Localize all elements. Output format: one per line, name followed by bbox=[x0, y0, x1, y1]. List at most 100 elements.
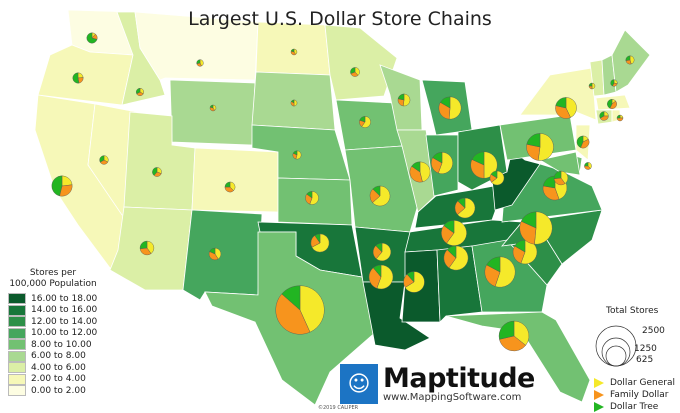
pie-nh[interactable] bbox=[610, 79, 618, 87]
pie-slice-dollar-tree bbox=[576, 135, 584, 148]
legend-row: 0.00 to 2.00 bbox=[8, 385, 98, 397]
pie-ar[interactable] bbox=[372, 242, 392, 261]
pie-slice-dollar-tree bbox=[224, 181, 231, 188]
pie-slice-dollar-general bbox=[591, 82, 596, 90]
pie-wv[interactable] bbox=[489, 170, 505, 186]
chain-marker-icon bbox=[594, 378, 604, 388]
pie-in[interactable] bbox=[431, 152, 453, 174]
pie-ne[interactable] bbox=[292, 150, 302, 160]
logo-head-icon: ☺ bbox=[340, 364, 378, 404]
state-or[interactable] bbox=[37, 44, 134, 106]
pie-nj[interactable] bbox=[576, 135, 590, 149]
pie-slice-dollar-tree bbox=[72, 72, 80, 84]
pie-ma[interactable] bbox=[607, 99, 617, 109]
pie-nd[interactable] bbox=[290, 48, 298, 56]
pie-il[interactable] bbox=[409, 161, 431, 183]
state-nm[interactable] bbox=[182, 209, 263, 301]
state-wy[interactable] bbox=[169, 79, 256, 146]
legend-swatch bbox=[8, 362, 26, 374]
pie-slice-dollar-general bbox=[448, 245, 469, 271]
pie-slice-dollar-general bbox=[361, 116, 371, 128]
maptitude-logo[interactable]: ☺ Maptitude www.MappingSoftware.com bbox=[340, 364, 535, 404]
pie-pa[interactable] bbox=[526, 133, 554, 161]
pie-de[interactable] bbox=[584, 162, 592, 170]
pie-slice-dollar-general bbox=[537, 133, 554, 161]
pie-slice-family-dollar bbox=[409, 165, 423, 183]
pie-wi[interactable] bbox=[397, 93, 411, 107]
state-wv[interactable] bbox=[491, 149, 541, 211]
pie-ut[interactable] bbox=[152, 167, 162, 177]
legend-label: 8.00 to 10.00 bbox=[31, 339, 92, 350]
pie-ky[interactable] bbox=[454, 197, 476, 219]
state-co[interactable] bbox=[191, 147, 279, 213]
pie-tn[interactable] bbox=[441, 220, 467, 246]
pie-mo[interactable] bbox=[369, 185, 391, 207]
pie-ms[interactable] bbox=[403, 271, 425, 293]
pie-wa[interactable] bbox=[86, 32, 98, 44]
pie-tx[interactable] bbox=[275, 285, 325, 335]
pie-md[interactable] bbox=[553, 170, 569, 186]
pie-sd[interactable] bbox=[290, 99, 298, 107]
pie-slice-dollar-tree bbox=[607, 99, 613, 109]
pie-slice-dollar-general bbox=[376, 264, 394, 290]
pie-slice-dollar-tree bbox=[584, 162, 589, 167]
legend-label: 12.00 to 14.00 bbox=[31, 316, 98, 327]
pie-me[interactable] bbox=[625, 55, 635, 65]
logo-url[interactable]: www.MappingSoftware.com bbox=[383, 391, 522, 403]
pie-slice-dollar-tree bbox=[526, 133, 541, 148]
pie-slice-dollar-general bbox=[309, 191, 319, 205]
pie-ny[interactable] bbox=[555, 97, 577, 119]
pie-ok[interactable] bbox=[310, 233, 330, 253]
legend-row: 2.00 to 4.00 bbox=[8, 373, 98, 386]
pie-or[interactable] bbox=[72, 72, 84, 84]
pie-mn[interactable] bbox=[350, 67, 360, 77]
pie-vt[interactable] bbox=[588, 82, 596, 90]
pie-mi[interactable] bbox=[438, 96, 462, 120]
state-md[interactable] bbox=[538, 151, 581, 176]
pie-la[interactable] bbox=[368, 264, 394, 290]
pie-slice-dollar-tree bbox=[314, 233, 321, 244]
pie-slice-family-dollar bbox=[470, 159, 485, 179]
legend-row: 12.00 to 14.00 bbox=[8, 316, 98, 328]
pie-ks[interactable] bbox=[305, 191, 319, 205]
state-fl[interactable] bbox=[445, 311, 591, 403]
pie-nv[interactable] bbox=[99, 155, 109, 165]
state-mn[interactable] bbox=[324, 24, 398, 101]
pie-slice-dollar-tree bbox=[152, 167, 158, 176]
size-label-625: 625 bbox=[636, 355, 653, 365]
pie-ga[interactable] bbox=[484, 256, 516, 288]
pie-fl[interactable] bbox=[498, 320, 530, 352]
pie-ca[interactable] bbox=[51, 175, 73, 197]
pie-slice-dollar-tree bbox=[610, 79, 615, 87]
legend-row: 10.00 to 12.00 bbox=[8, 327, 98, 340]
pie-slice-dollar-tree bbox=[588, 82, 593, 87]
pie-ri[interactable] bbox=[616, 114, 624, 122]
pie-slice-dollar-tree bbox=[406, 271, 415, 283]
pie-co[interactable] bbox=[224, 181, 236, 193]
pie-slice-dollar-general bbox=[446, 220, 467, 246]
pie-slice-dollar-tree bbox=[209, 104, 214, 109]
legend-title-line1: Stores per bbox=[29, 268, 77, 278]
pie-id[interactable] bbox=[136, 88, 144, 96]
pie-az[interactable] bbox=[139, 240, 155, 256]
pie-ia[interactable] bbox=[359, 116, 371, 128]
pie-ct[interactable] bbox=[599, 111, 609, 121]
legend-label: 10.00 to 12.00 bbox=[31, 328, 98, 339]
pie-nm[interactable] bbox=[208, 247, 222, 261]
pie-al[interactable] bbox=[443, 245, 469, 271]
legend-swatch bbox=[8, 385, 26, 397]
pie-slice-dollar-general bbox=[372, 185, 391, 207]
pie-wy[interactable] bbox=[209, 104, 217, 112]
pie-slice-dollar-general bbox=[491, 170, 505, 186]
legend-swatch bbox=[8, 293, 26, 305]
pie-nc[interactable] bbox=[519, 211, 553, 245]
pie-mt[interactable] bbox=[196, 59, 204, 67]
pie-slice-dollar-tree bbox=[306, 191, 313, 199]
pie-slice-dollar-tree bbox=[375, 242, 383, 253]
pie-slice-family-dollar bbox=[542, 185, 560, 201]
pie-slice-dollar-tree bbox=[136, 88, 141, 95]
legend-swatch bbox=[8, 316, 26, 328]
size-legend: Total Stores 2500 1250 625 Dollar Genera… bbox=[592, 306, 675, 413]
pie-slice-dollar-tree bbox=[625, 55, 631, 61]
